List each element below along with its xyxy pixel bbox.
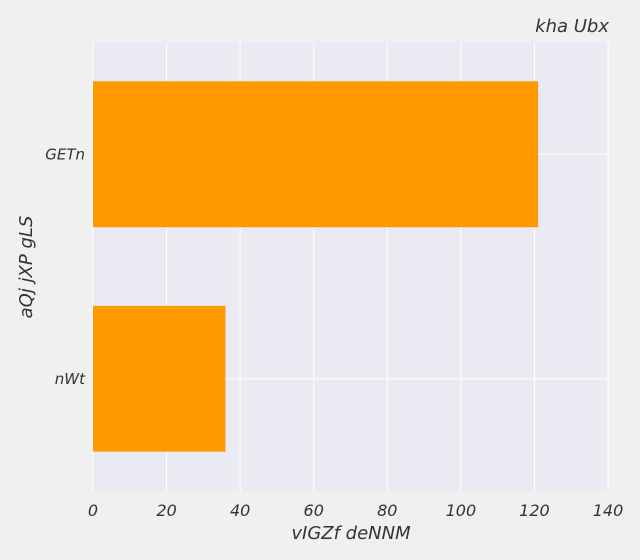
bar-GETn (93, 81, 539, 228)
x-tick-label: 100 (446, 501, 477, 520)
x-ticks: 0 20 40 60 80 100 120 140 (88, 501, 623, 520)
x-tick-label: 140 (593, 501, 624, 520)
x-tick-label: 0 (88, 501, 98, 520)
x-tick-label: 80 (377, 501, 397, 520)
chart-title: kha Ubx (535, 16, 609, 37)
y-category-label: nWt (55, 370, 86, 388)
x-tick-label: 60 (304, 501, 324, 520)
y-categories: GETn nWt (45, 145, 86, 388)
x-tick-label: 20 (156, 501, 176, 520)
x-tick-label: 120 (519, 501, 550, 520)
x-axis-label: vIGZf deNNM (291, 523, 411, 544)
bar-nWt (93, 305, 226, 452)
y-axis-label: aQj jXP gLS (16, 216, 37, 319)
bars (93, 81, 539, 452)
x-tick-label: 40 (230, 501, 250, 520)
y-category-label: GETn (45, 145, 85, 163)
